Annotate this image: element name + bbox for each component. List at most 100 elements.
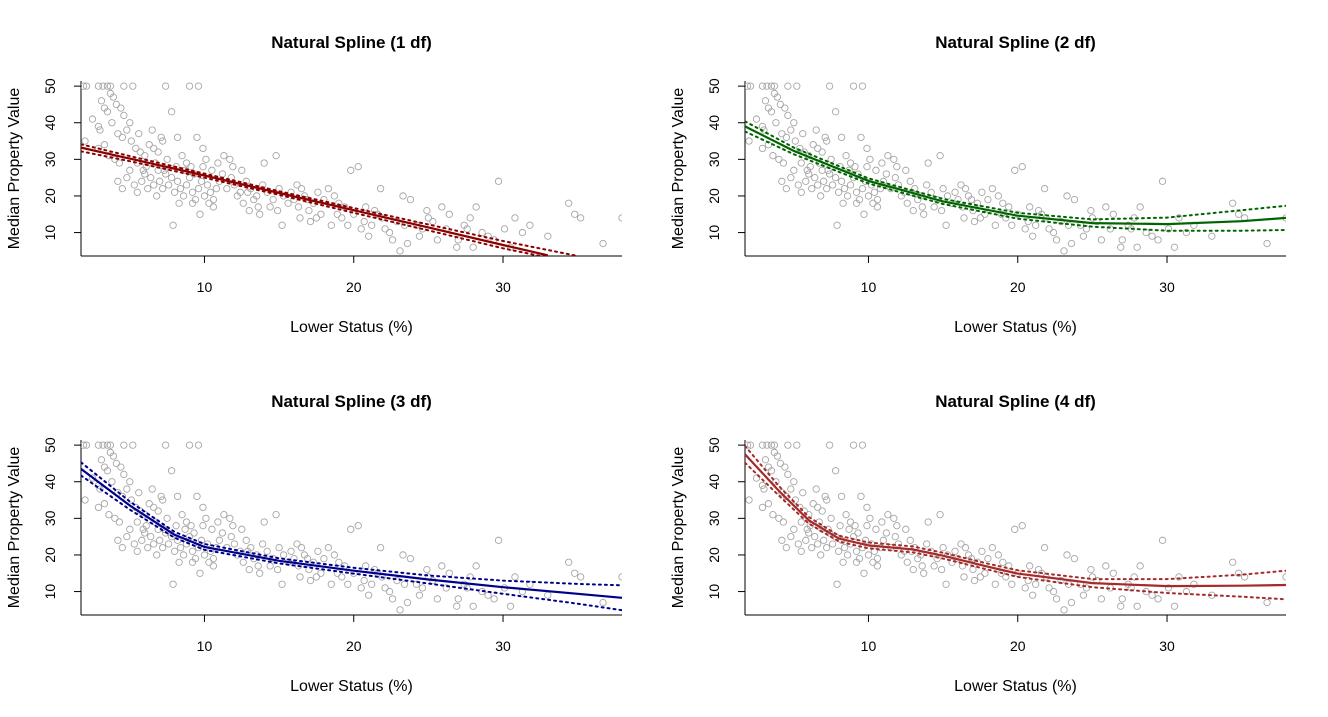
data-point xyxy=(209,195,218,204)
data-point xyxy=(278,580,286,588)
data-point xyxy=(576,214,585,222)
data-point xyxy=(834,547,843,555)
data-point xyxy=(208,166,216,174)
data-point xyxy=(599,598,607,607)
data-point xyxy=(117,463,125,471)
data-point xyxy=(1018,163,1026,171)
data-point xyxy=(937,206,946,215)
panel-title: Natural Spline (3 df) xyxy=(271,392,432,411)
data-point xyxy=(814,181,822,189)
data-point xyxy=(220,511,228,519)
data-point xyxy=(141,529,149,537)
data-point xyxy=(809,141,817,149)
data-point xyxy=(773,93,782,101)
data-point xyxy=(1117,243,1125,251)
data-point xyxy=(1154,595,1162,603)
data-point xyxy=(266,562,274,570)
data-point xyxy=(193,492,201,501)
data-point xyxy=(157,492,165,501)
data-point xyxy=(445,569,453,577)
data-point xyxy=(126,166,134,174)
data-point xyxy=(423,206,431,215)
data-point xyxy=(81,441,88,449)
data-point xyxy=(970,576,979,585)
data-point xyxy=(763,441,771,449)
data-point xyxy=(433,595,441,603)
data-point xyxy=(852,188,861,196)
x-tick-label: 10 xyxy=(861,279,877,295)
data-point xyxy=(145,141,153,149)
data-point xyxy=(114,177,122,185)
upper-band-line xyxy=(81,461,622,587)
data-point xyxy=(802,177,810,185)
data-point xyxy=(799,130,807,138)
data-point xyxy=(818,148,826,156)
data-point xyxy=(758,82,767,90)
data-point xyxy=(837,492,846,501)
data-point xyxy=(294,203,303,211)
data-point xyxy=(284,199,292,207)
data-point xyxy=(490,595,498,603)
data-point xyxy=(936,152,944,160)
data-point xyxy=(852,547,861,555)
data-point xyxy=(453,602,461,610)
data-point xyxy=(890,155,898,163)
data-point xyxy=(1130,573,1138,581)
data-point xyxy=(858,184,867,193)
data-point xyxy=(818,166,826,174)
data-point xyxy=(782,543,791,552)
data-point xyxy=(494,177,503,185)
upper-band-line xyxy=(81,143,579,256)
y-tick-label: 50 xyxy=(42,437,58,453)
data-point xyxy=(399,551,407,559)
data-point xyxy=(825,170,834,178)
data-point xyxy=(767,108,776,116)
data-point xyxy=(911,184,919,193)
data-point xyxy=(745,496,753,504)
data-point xyxy=(1235,210,1243,218)
data-point xyxy=(960,214,968,222)
data-point xyxy=(161,82,170,90)
data-point xyxy=(817,192,825,200)
data-point xyxy=(327,221,335,229)
data-point xyxy=(988,184,997,193)
data-point xyxy=(406,554,415,563)
panel-4: Natural Spline (4 df) Lower Status (%) Med… xyxy=(670,392,1286,695)
data-point xyxy=(805,170,813,178)
data-point xyxy=(800,507,808,515)
data-point xyxy=(793,441,801,449)
data-point xyxy=(984,195,992,204)
data-point xyxy=(812,485,820,493)
data-point xyxy=(808,184,816,193)
data-point xyxy=(809,500,817,508)
data-point xyxy=(357,584,365,592)
data-point xyxy=(902,166,910,174)
data-point xyxy=(472,203,480,211)
data-point xyxy=(306,576,315,585)
data-point xyxy=(1079,591,1088,599)
data-point xyxy=(773,452,782,460)
data-point xyxy=(746,82,755,90)
data-point xyxy=(936,511,944,519)
data-point xyxy=(206,188,215,196)
data-point xyxy=(978,547,986,555)
data-point xyxy=(205,199,213,207)
data-point xyxy=(506,602,515,610)
data-point xyxy=(863,144,871,153)
data-point xyxy=(218,170,227,178)
upper-band-line xyxy=(745,444,1286,581)
data-point xyxy=(253,192,261,200)
data-point xyxy=(772,119,780,127)
panel-3: Natural Spline (3 df) Lower Status (%) Med… xyxy=(6,392,622,695)
data-point xyxy=(797,159,805,167)
data-point xyxy=(823,496,831,504)
data-point xyxy=(136,148,144,156)
data-point xyxy=(97,456,106,464)
data-point xyxy=(164,181,173,189)
data-point xyxy=(1087,565,1095,574)
data-point xyxy=(296,214,304,222)
data-point xyxy=(194,441,203,449)
data-point xyxy=(466,214,474,222)
data-point xyxy=(188,188,197,196)
data-point xyxy=(212,184,221,193)
